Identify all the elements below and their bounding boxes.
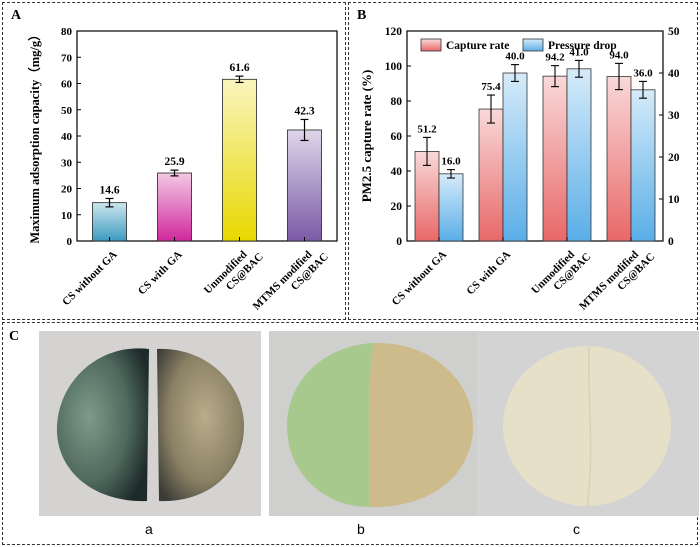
y-tick-label: 80 — [61, 26, 73, 38]
adsorption-chart: A 0 10 20 30 40 50 60 70 80 Maximum adsorption cap… — [11, 8, 338, 321]
pressure-drop-bar — [630, 89, 656, 242]
capture-rate-bar — [478, 108, 504, 242]
value-label: 14.6 — [99, 184, 119, 196]
y-tick-label: 70 — [61, 52, 73, 64]
y-tick-label: 0 — [396, 236, 402, 248]
pressure-drop-label: 41.0 — [569, 46, 589, 58]
y-tick-label: 20 — [391, 201, 403, 213]
bar — [287, 129, 322, 242]
pressure-drop-bar — [502, 72, 528, 242]
capture-rate-chart: B 0 20 40 60 80 100 120 0 10 20 30 40 50 PM2.5 capture… — [357, 8, 680, 321]
x-tick-label: UnmodifiedCS@BAC — [202, 242, 266, 306]
pressure-drop-bar — [438, 173, 464, 242]
y-right-tick-label: 0 — [668, 236, 674, 248]
x-tick-label: CS without GA — [390, 249, 450, 309]
caption-b: b — [357, 521, 365, 537]
photo-c — [477, 331, 699, 516]
capture-rate-label: 75.4 — [481, 81, 501, 93]
legend-pressure-drop: Pressure drop — [548, 40, 617, 52]
y-right-tick-label: 10 — [668, 194, 680, 206]
caption-a: a — [145, 521, 153, 537]
pressure-drop-label: 16.0 — [441, 156, 461, 168]
panel-b: B 0 20 40 60 80 100 120 0 10 20 30 40 50 PM2.5 capture… — [348, 2, 698, 320]
panel-a-label: A — [11, 8, 22, 23]
pressure-drop-bar — [566, 68, 592, 242]
pressure-drop-label: 40.0 — [505, 51, 525, 63]
y-tick-label: 60 — [391, 131, 403, 143]
y-tick-label: 100 — [385, 61, 403, 73]
y-tick-label: 50 — [61, 105, 73, 117]
x-tick-label: CS without GA — [60, 249, 120, 309]
y-right-tick-label: 50 — [668, 26, 680, 38]
panel-a: A 0 10 20 30 40 50 60 70 80 Maximum adsorption cap… — [2, 2, 346, 320]
caption-c: c — [573, 521, 580, 537]
y-right-tick-label: 30 — [668, 110, 680, 122]
y-axis-label: PM2.5 capture rate (%) — [359, 70, 374, 203]
capture-rate-label: 51.2 — [417, 123, 437, 135]
y-tick-label: 120 — [385, 26, 403, 38]
photo-b — [269, 331, 491, 516]
y-right-tick-label: 40 — [668, 68, 680, 80]
panel-c-label: C — [9, 329, 20, 344]
panel-b-label: B — [357, 8, 366, 23]
bar — [157, 172, 192, 242]
y-axis-label: Maximum adsorption capacity（mg/g） — [27, 28, 42, 243]
legend-capture-rate: Capture rate — [446, 40, 509, 52]
value-label: 61.6 — [229, 62, 249, 74]
capture-rate-bar — [542, 75, 568, 242]
x-tick-label: MTMS modifiedCS@BAC — [251, 242, 331, 321]
x-tick-label: MTMS modifiedCS@BAC — [577, 242, 657, 321]
value-label: 25.9 — [164, 156, 184, 168]
panel-c: C a b c — [2, 322, 699, 545]
legend-swatch-pressure — [522, 38, 544, 52]
x-tick-label: UnmodifiedCS@BAC — [529, 242, 593, 306]
y-tick-label: 30 — [61, 157, 73, 169]
y-tick-label: 10 — [61, 210, 73, 222]
x-tick-label: CS with GA — [136, 249, 185, 298]
capture-rate-bar — [606, 76, 632, 242]
y-tick-label: 20 — [61, 184, 73, 196]
y-tick-label: 0 — [67, 236, 73, 248]
bar — [222, 78, 257, 242]
y-tick-label: 60 — [61, 79, 73, 91]
photo-a — [39, 331, 261, 516]
bar — [92, 202, 127, 242]
y-right-tick-label: 20 — [668, 152, 680, 164]
capture-rate-label: 94.2 — [545, 52, 565, 64]
value-label: 42.3 — [294, 105, 314, 117]
legend-swatch-capture — [420, 38, 442, 52]
y-tick-label: 40 — [391, 166, 403, 178]
y-tick-label: 40 — [61, 131, 73, 143]
pressure-drop-label: 36.0 — [633, 67, 653, 79]
capture-rate-label: 94.0 — [609, 49, 629, 61]
y-tick-label: 80 — [391, 96, 403, 108]
x-tick-label: CS with GA — [464, 249, 513, 298]
